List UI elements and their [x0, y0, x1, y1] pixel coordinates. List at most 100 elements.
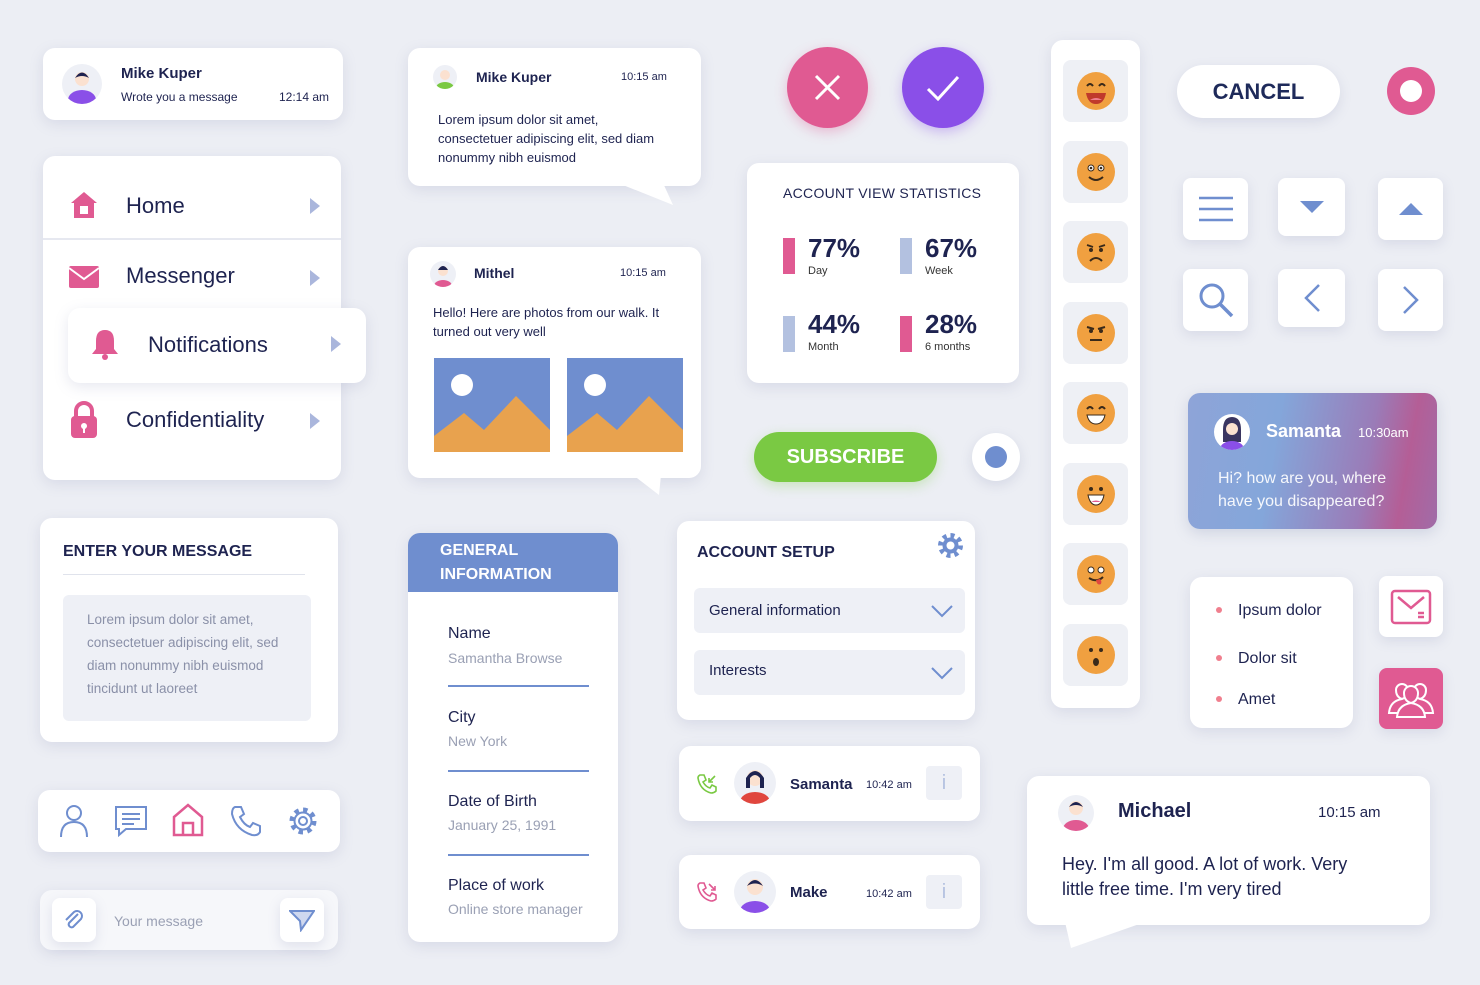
bullet-list-card: Ipsum dolor Dolor sit Amet: [1190, 577, 1353, 728]
info-button[interactable]: i: [926, 875, 962, 909]
divider: [448, 770, 589, 772]
image-thumbnail[interactable]: [434, 358, 550, 452]
bottom-nav-bar: [38, 790, 340, 852]
divider: [448, 685, 589, 687]
field-value[interactable]: New York: [448, 733, 508, 749]
user-icon[interactable]: [59, 804, 89, 838]
message-input[interactable]: Your message: [114, 913, 203, 929]
dropdown-general-information[interactable]: General information: [694, 588, 965, 633]
paperclip-icon: [65, 910, 83, 929]
hamburger-icon: [1198, 196, 1233, 222]
attach-button[interactable]: [52, 898, 96, 942]
search-button[interactable]: [1183, 269, 1248, 331]
chat-icon[interactable]: [114, 805, 148, 837]
list-item[interactable]: Dolor sit: [1216, 650, 1297, 668]
menu-button[interactable]: [1183, 178, 1248, 240]
call-item[interactable]: Samanta 10:42 am i: [679, 746, 980, 821]
caret-down-icon: [1299, 201, 1324, 213]
list-item[interactable]: Ipsum dolor: [1216, 602, 1322, 620]
back-button[interactable]: [1278, 269, 1345, 327]
message-notification-card[interactable]: Mike Kuper Wrote you a message 12:14 am: [43, 48, 343, 120]
image-thumbnail[interactable]: [567, 358, 683, 452]
emoji-surprised[interactable]: [1063, 623, 1128, 686]
sender-name: Mike Kuper: [121, 65, 202, 82]
stat-bar: [783, 316, 795, 352]
message-time: 10:15 am: [1318, 804, 1381, 821]
menu-item-home[interactable]: Home: [43, 180, 341, 230]
bubble-tail: [618, 183, 673, 205]
send-icon: [289, 910, 315, 932]
message-time: 10:15 am: [620, 267, 666, 279]
record-button[interactable]: [1387, 67, 1435, 115]
emoji-sad[interactable]: [1063, 221, 1128, 283]
radio-button[interactable]: [972, 433, 1020, 481]
emoji-tongue[interactable]: [1063, 543, 1128, 605]
card-header: GENERAL INFORMATION: [408, 533, 618, 592]
send-button[interactable]: [280, 898, 324, 942]
text-line: nonummy nibh euismod: [438, 150, 577, 165]
field-value[interactable]: Online store manager: [448, 901, 583, 917]
field-label: Date of Birth: [448, 793, 537, 810]
home-icon[interactable]: [172, 803, 204, 837]
confirm-button[interactable]: [902, 47, 984, 128]
chat-bubble-photos: Mithel 10:15 am Hello! Here are photos f…: [408, 247, 701, 495]
notification-subtitle: Wrote you a message: [121, 90, 238, 104]
subscribe-button[interactable]: SUBSCRIBE: [754, 432, 937, 482]
message-text: Hello! Here are photos from our walk. It…: [433, 303, 659, 341]
list-item[interactable]: Amet: [1216, 691, 1275, 709]
call-time: 10:42 am: [866, 779, 912, 791]
check-icon: [926, 75, 960, 101]
gear-icon[interactable]: [286, 804, 320, 838]
sad-face-icon: [1076, 233, 1115, 271]
field-label: Place of work: [448, 877, 545, 894]
phone-icon[interactable]: [230, 805, 262, 837]
chevron-right-icon: [310, 413, 320, 429]
emoji-grinning[interactable]: [1063, 382, 1128, 444]
message-textarea[interactable]: Lorem ipsum dolor sit amet, consectetuer…: [63, 595, 311, 721]
menu-item-confidentiality[interactable]: Confidentiality: [43, 395, 341, 445]
forward-button[interactable]: [1378, 269, 1443, 331]
bullet-icon: [1216, 696, 1222, 702]
account-setup-card: ACCOUNT SETUP General information Intere…: [677, 521, 975, 720]
message-time: 10:30am: [1358, 425, 1409, 440]
text-line: Lorem ipsum dolor sit amet,: [438, 112, 599, 127]
field-value[interactable]: Samantha Browse: [448, 650, 563, 666]
dropdown-interests[interactable]: Interests: [694, 650, 965, 695]
stat-value: 77%: [808, 233, 861, 263]
emoji-smiling[interactable]: [1063, 140, 1128, 203]
message-text: Lorem ipsum dolor sit amet, consectetuer …: [438, 110, 654, 167]
gear-icon[interactable]: [937, 532, 964, 559]
stat-bar: [900, 238, 912, 274]
call-item[interactable]: Make 10:42 am i: [679, 855, 980, 929]
menu-item-notifications[interactable]: Notifications: [68, 308, 366, 383]
subscribe-label: SUBSCRIBE: [786, 446, 905, 468]
message-input-bar: Your message: [40, 890, 338, 950]
mail-button[interactable]: [1379, 576, 1443, 637]
list-item-label: Amet: [1238, 691, 1276, 708]
field-value[interactable]: January 25, 1991: [448, 817, 557, 833]
stat-bar: [783, 238, 795, 274]
menu-item-label: Notifications: [148, 332, 268, 357]
info-button[interactable]: i: [926, 766, 962, 800]
chevron-right-icon: [1402, 286, 1419, 314]
emoji-laughing[interactable]: [1063, 60, 1128, 122]
surprised-face-icon: [1076, 635, 1115, 674]
sender-name: Mike Kuper: [476, 69, 552, 85]
avatar: [433, 65, 457, 89]
search-icon: [1199, 283, 1233, 318]
stat-label: Month: [808, 341, 839, 353]
close-button[interactable]: [787, 47, 868, 128]
text-line: consectetuer adipiscing elit, sed diam: [438, 131, 655, 146]
collapse-button[interactable]: [1378, 178, 1443, 240]
smiling-face-icon: [1076, 152, 1115, 191]
cancel-button[interactable]: CANCEL: [1177, 65, 1340, 118]
group-button[interactable]: [1379, 668, 1443, 729]
tongue-face-icon: [1076, 555, 1115, 593]
dropdown-button[interactable]: [1278, 178, 1345, 236]
menu-item-messenger[interactable]: Messenger: [43, 252, 341, 302]
emoji-happy[interactable]: [1063, 462, 1128, 525]
notification-time: 12:14 am: [279, 90, 330, 104]
caller-name: Samanta: [790, 776, 853, 793]
setup-title: ACCOUNT SETUP: [697, 544, 835, 561]
emoji-annoyed[interactable]: [1063, 301, 1128, 364]
